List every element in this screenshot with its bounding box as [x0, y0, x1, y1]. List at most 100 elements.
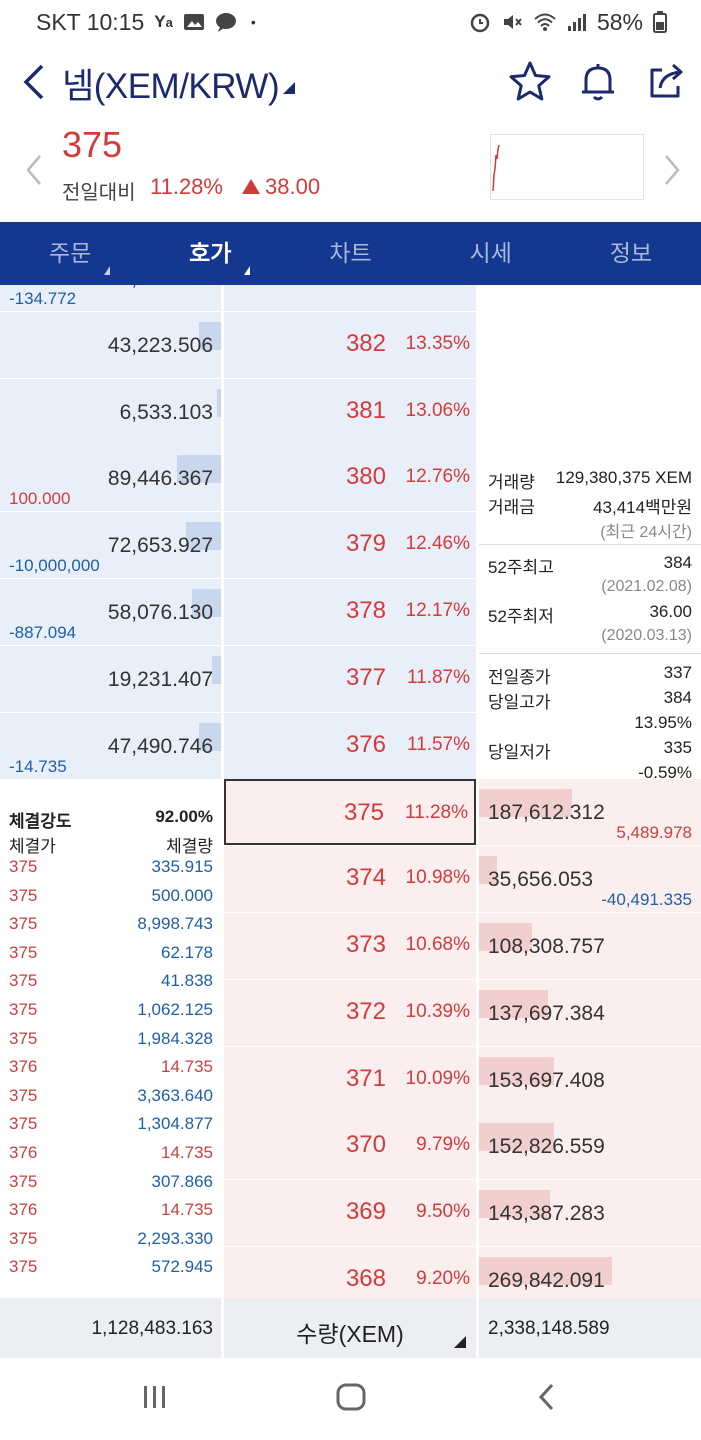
ask-depth-bar [199, 321, 221, 350]
bid-price: 373 [345, 931, 386, 958]
bid-qty-cell[interactable]: 269,842.091 [479, 1247, 701, 1298]
ask-price-cell[interactable]: 380 12.76% [224, 445, 476, 512]
ask-row[interactable]: 22,146.944 -134.772 383 13.65% [0, 285, 701, 311]
ask-qty: 47,490.746 [107, 734, 213, 758]
ask-qty: 19,231.407 [107, 667, 213, 691]
bid-price-cell[interactable]: 368 9.20% [224, 1247, 476, 1298]
amount-label: 거래금 [488, 498, 535, 517]
ask-row[interactable]: 19,231.407 377 11.87% [0, 645, 701, 712]
ask-qty: 22,146.944 [108, 285, 213, 291]
ask-price-cell[interactable]: 381 13.06% [224, 378, 476, 445]
bid-qty-cell[interactable]: 108,308.757 [479, 913, 701, 979]
ask-price-cell[interactable]: 378 12.17% [224, 579, 476, 645]
bid-price-cell[interactable]: 374 10.98% [224, 846, 476, 913]
unit-selector[interactable]: 수량(XEM) [224, 1298, 476, 1358]
bid-price-cell[interactable]: 375 11.28% [224, 779, 476, 846]
tab-market[interactable]: 시세 [421, 222, 561, 285]
bell-icon[interactable] [574, 58, 622, 106]
trade-qty: 14.735 [161, 1057, 213, 1077]
ask-qty-cell[interactable]: 43,223.506 [0, 311, 221, 378]
trade-qty: 307.866 [151, 1171, 213, 1191]
current-price-row[interactable]: 375 11.28% 187,612.312 5,489.978 [0, 779, 701, 846]
ask-qty-cell[interactable]: 72,653.927 -10,000,000 [0, 512, 221, 579]
ask-qty-cell[interactable]: 19,231.407 [0, 645, 221, 712]
bid-row[interactable]: 368 9.20% 269,842.091 [0, 1247, 701, 1298]
ask-qty-cell[interactable]: 89,446.367 100.000 [0, 445, 221, 512]
tab-orderbook[interactable]: 호가 [140, 222, 280, 285]
ask-price-cell[interactable]: 377 11.87% [224, 645, 476, 712]
tab-chart[interactable]: 차트 [280, 222, 420, 285]
ask-row[interactable]: 58,076.130 -887.094 378 12.17% [0, 579, 701, 645]
trade-price: 375 [9, 857, 38, 876]
bid-row[interactable]: 372 10.39% 137,697.384 [0, 979, 701, 1046]
trade-price: 375 [9, 1000, 38, 1019]
trade-price: 375 [9, 1171, 38, 1191]
ask-row[interactable]: 89,446.367 100.000 380 12.76% [0, 445, 701, 512]
ask-qty-cell[interactable]: 47,490.746 -14.735 [0, 712, 221, 779]
ask-depth-bar [212, 655, 221, 684]
bid-price-cell[interactable]: 372 10.39% [224, 979, 476, 1046]
bid-price-cell[interactable]: 369 9.50% [224, 1180, 476, 1247]
bid-row[interactable]: 370 9.79% 152,826.559 [0, 1113, 701, 1180]
back-arrow-icon[interactable] [16, 60, 56, 104]
trade-row: 376 14.735 [0, 1143, 221, 1171]
ask-price-cell[interactable]: 376 11.57% [224, 712, 476, 779]
bid-row[interactable]: 373 10.68% 108,308.757 [0, 913, 701, 979]
recent-apps-icon[interactable] [140, 1382, 170, 1412]
ask-percent: 12.76% [405, 466, 470, 488]
bid-qty-cell[interactable]: 143,387.283 [479, 1180, 701, 1247]
system-back-icon[interactable] [535, 1382, 559, 1412]
ask-row[interactable]: 47,490.746 -14.735 376 11.57% [0, 712, 701, 779]
mini-chart[interactable] [490, 134, 644, 200]
ask-qty-cell[interactable]: 58,076.130 -887.094 [0, 579, 221, 645]
ask-price: 378 [345, 597, 386, 624]
home-icon[interactable] [335, 1382, 367, 1412]
ask-depth-bar [186, 522, 221, 551]
trade-price: 376 [9, 1200, 38, 1220]
ask-price-cell[interactable]: 382 13.35% [224, 311, 476, 378]
ask-price-cell[interactable]: 383 13.65% [224, 285, 476, 311]
page-title[interactable]: 넴(XEM/KRW) [62, 67, 280, 106]
bid-row[interactable]: 374 10.98% 35,656.053 -40,491.335 [0, 846, 701, 913]
ask-qty-cell[interactable]: 6,533.103 [0, 378, 221, 445]
ask-qty-cell[interactable]: 22,146.944 -134.772 [0, 285, 221, 311]
bid-qty-cell[interactable]: 137,697.384 [479, 979, 701, 1046]
prev-coin-chevron-icon[interactable] [22, 152, 46, 188]
bid-depth-bar [479, 923, 532, 951]
bid-qty: 269,842.091 [488, 1269, 605, 1292]
status-bar: SKT 10:15 Ya • 58% [0, 0, 701, 44]
bid-price-cell[interactable]: 371 10.09% [224, 1046, 476, 1113]
change-label: 전일대비 [62, 182, 136, 204]
ask-row[interactable]: 72,653.927 -10,000,000 379 12.46% [0, 512, 701, 579]
ask-row[interactable]: 6,533.103 381 13.06% [0, 378, 701, 445]
bid-qty-cell[interactable]: 187,612.312 5,489.978 [479, 779, 701, 846]
trade-qty: 572.945 [151, 1257, 213, 1277]
trade-row: 375 62.178 [0, 943, 221, 971]
tab-info[interactable]: 정보 [561, 222, 701, 285]
share-icon[interactable] [642, 58, 690, 106]
tab-order[interactable]: 주문 [0, 222, 140, 285]
bid-row[interactable]: 371 10.09% 153,697.408 [0, 1046, 701, 1113]
high52-date: (2021.02.08) [601, 578, 692, 595]
ask-price: 379 [345, 530, 386, 558]
unit-dropdown-caret-icon [454, 1336, 466, 1348]
bid-price-cell[interactable]: 373 10.68% [224, 913, 476, 979]
title-dropdown-caret-icon[interactable] [281, 80, 297, 96]
bid-qty-cell[interactable]: 35,656.053 -40,491.335 [479, 846, 701, 913]
bid-price: 369 [345, 1198, 386, 1226]
bid-depth-bar [479, 789, 572, 818]
change-amount: 38.00 [265, 174, 321, 199]
bid-qty-cell[interactable]: 153,697.408 [479, 1046, 701, 1113]
ask-price-cell[interactable]: 379 12.46% [224, 512, 476, 579]
ask-depth-bar [217, 388, 221, 417]
favorite-star-icon[interactable] [506, 58, 554, 106]
bid-row[interactable]: 369 9.50% 143,387.283 [0, 1180, 701, 1247]
next-coin-chevron-icon[interactable] [660, 152, 684, 188]
trade-row: 375 335.915 [0, 857, 221, 885]
ask-row[interactable]: 43,223.506 382 13.35% [0, 311, 701, 378]
bid-price-cell[interactable]: 370 9.79% [224, 1113, 476, 1180]
battery-percent: 58% [596, 8, 643, 35]
messenger-icon: Ya [154, 12, 173, 31]
high52-label: 52주최고 [488, 558, 554, 577]
bid-qty-cell[interactable]: 152,826.559 [479, 1113, 701, 1180]
